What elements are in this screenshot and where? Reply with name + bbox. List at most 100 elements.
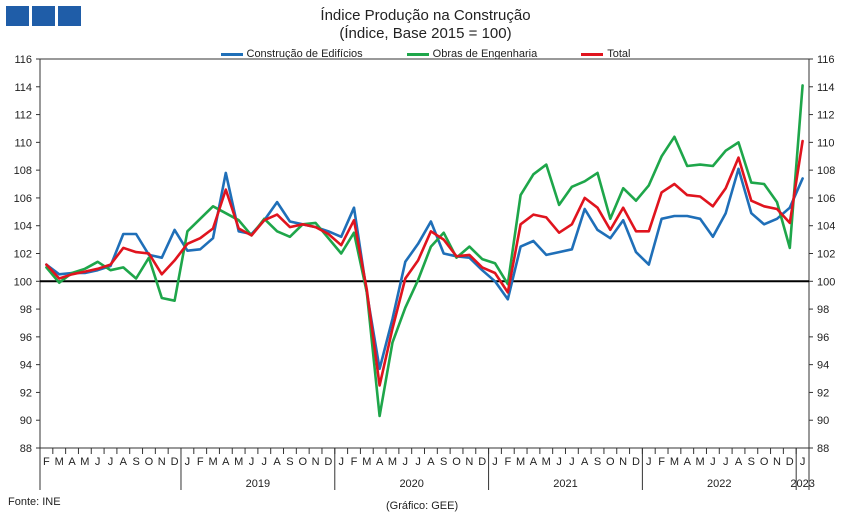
x-month-label: M [388,456,397,468]
x-year-label: 2019 [246,478,270,490]
x-month-label: J [723,456,729,468]
y-tick-label-right: 98 [817,304,829,316]
x-month-label: F [658,456,665,468]
x-year-label: 2021 [553,478,577,490]
chart-credit: (Gráfico: GEE) [386,500,459,512]
y-tick-label-right: 114 [817,82,835,94]
y-tick-label-right: 92 [817,387,829,399]
x-month-label: M [362,456,371,468]
x-month-label: A [222,456,230,468]
x-month-label: A [427,456,435,468]
x-month-label: J [569,456,575,468]
y-tick-label-left: 114 [14,82,32,94]
x-month-label: J [249,456,255,468]
x-year-label: 2022 [707,478,731,490]
logo-block [6,6,29,26]
x-month-label: D [324,456,332,468]
x-month-label: A [273,456,281,468]
legend-swatch-total [581,52,604,56]
x-month-label: F [351,456,358,468]
chart-title: Índice Produção na Construção [320,7,531,24]
x-month-label: A [684,456,692,468]
y-tick-label-left: 88 [20,443,32,455]
y-tick-label-right: 104 [817,221,835,233]
x-month-label: J [415,456,421,468]
y-tick-label-left: 100 [14,276,32,288]
y-tick-label-right: 96 [817,332,829,344]
x-month-label: N [773,456,781,468]
logo [6,6,81,26]
x-month-label: S [748,456,755,468]
x-month-label: S [286,456,293,468]
x-month-label: D [171,456,179,468]
y-tick-label-right: 116 [817,54,835,66]
x-month-label: F [43,456,50,468]
x-month-label: M [208,456,217,468]
x-month-label: D [478,456,486,468]
x-month-label: J [556,456,562,468]
x-month-label: A [530,456,538,468]
x-month-label: M [80,456,89,468]
x-month-label: F [504,456,511,468]
x-month-label: J [108,456,114,468]
legend-swatch-engenharia [406,52,429,56]
y-tick-label-right: 94 [817,360,829,372]
x-year-label: 2020 [399,478,423,490]
chart-subtitle: (Índice, Base 2015 = 100) [339,25,512,42]
source-note: Fonte: INE [8,496,61,508]
plot-frame [39,58,810,449]
x-month-label: N [619,456,627,468]
x-month-label: M [55,456,64,468]
logo-block [32,6,55,26]
y-tick-label-right: 106 [817,193,835,205]
x-month-label: O [760,456,769,468]
x-month-label: A [68,456,76,468]
x-month-label: N [465,456,473,468]
x-month-label: F [197,456,204,468]
y-tick-label-left: 110 [14,137,32,149]
y-tick-label-right: 108 [817,165,835,177]
y-tick-label-left: 108 [14,165,32,177]
legend-label-engenharia: Obras de Engenharia [432,48,538,60]
y-tick-label-left: 90 [20,415,32,427]
x-month-label: A [120,456,128,468]
x-month-label: J [185,456,191,468]
x-month-label: O [298,456,307,468]
y-tick-label-left: 104 [14,221,32,233]
series-line-edificios [45,167,804,371]
y-tick-label-right: 100 [817,276,835,288]
x-month-label: A [581,456,589,468]
y-tick-label-left: 98 [20,304,32,316]
y-tick-label-right: 110 [817,137,835,149]
x-month-label: M [542,456,551,468]
x-month-label: M [695,456,704,468]
x-month-label: J [95,456,101,468]
x-month-label: S [132,456,139,468]
x-month-label: J [710,456,716,468]
y-tick-label-left: 92 [20,387,32,399]
x-month-label: N [158,456,166,468]
y-tick-label-left: 112 [14,110,32,122]
x-month-label: J [492,456,498,468]
y-tick-label-right: 88 [817,443,829,455]
x-month-label: J [800,456,806,468]
x-month-label: O [606,456,615,468]
x-month-label: A [376,456,384,468]
legend-label-total: Total [607,48,631,60]
legend-item-total: Total [581,48,631,60]
x-month-label: O [145,456,154,468]
x-month-label: J [338,456,344,468]
legend-item-edificios: Construção de Edifícios [220,48,363,60]
x-month-label: J [646,456,652,468]
x-month-label: O [452,456,461,468]
x-month-label: D [786,456,794,468]
x-month-label: N [312,456,320,468]
series-line-total [45,139,804,387]
x-month-label: S [594,456,601,468]
y-tick-label-left: 116 [14,54,32,66]
x-month-label: S [440,456,447,468]
x-month-label: A [735,456,743,468]
y-tick-label-left: 102 [14,249,32,261]
chart-title-block: Índice Produção na Construção (Índice, B… [0,7,851,43]
